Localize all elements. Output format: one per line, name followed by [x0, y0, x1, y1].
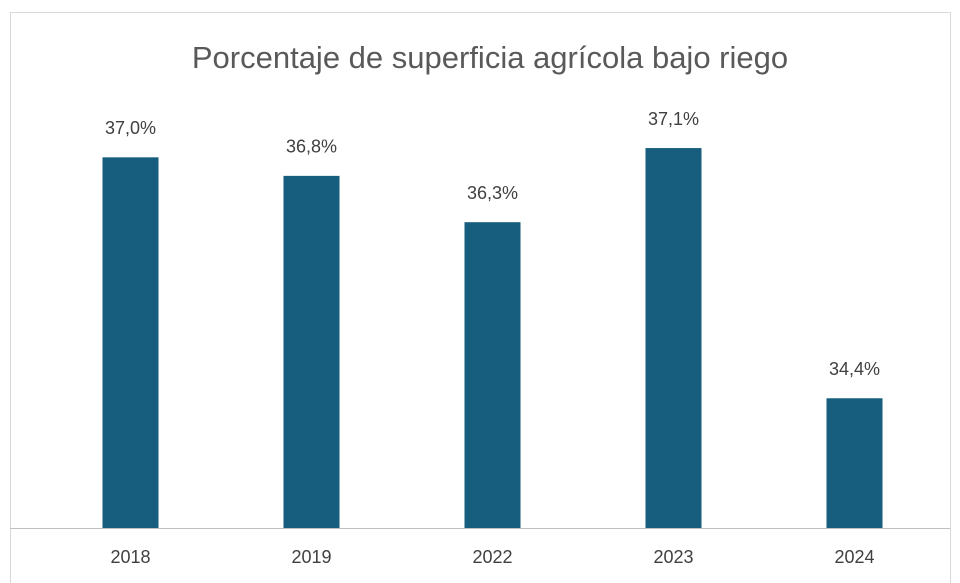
bar — [826, 398, 883, 528]
data-label: 34,4% — [829, 359, 880, 379]
x-tick-label: 2024 — [834, 547, 874, 567]
x-tick-label: 2019 — [291, 547, 331, 567]
data-label: 37,0% — [105, 118, 156, 138]
bar — [464, 222, 521, 528]
data-label: 36,3% — [467, 183, 518, 203]
data-label: 37,1% — [648, 109, 699, 129]
bar — [283, 175, 340, 528]
x-tick-label: 2018 — [110, 547, 150, 567]
data-label: 36,8% — [286, 137, 337, 157]
bar — [102, 157, 159, 529]
x-tick-label: 2023 — [653, 547, 693, 567]
chart-title: Porcentaje de superficia agrícola bajo r… — [192, 40, 788, 75]
x-tick-label: 2022 — [472, 547, 512, 567]
bar — [645, 148, 702, 529]
